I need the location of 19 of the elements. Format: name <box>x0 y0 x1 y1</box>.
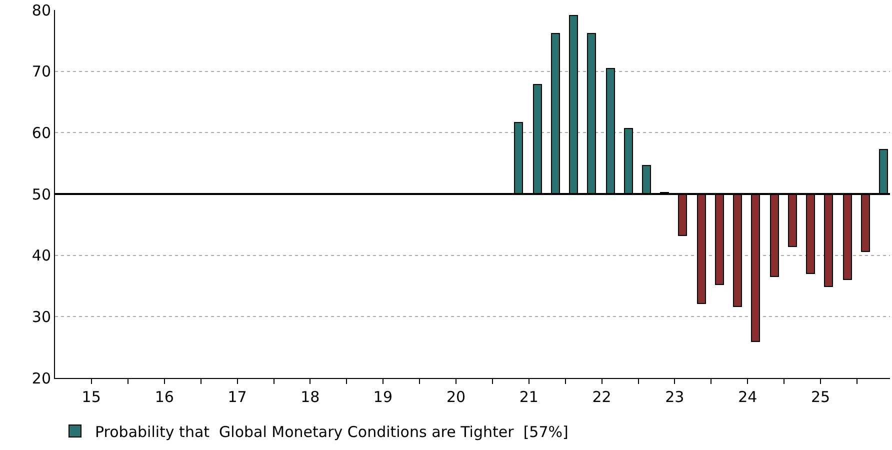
x-tick-label: 24 <box>738 388 758 406</box>
y-tick-label: 20 <box>32 369 51 388</box>
x-tick-label: 16 <box>154 388 174 406</box>
x-tick-label: 20 <box>446 388 466 406</box>
y-tick-label: 50 <box>32 185 51 204</box>
y-tick-label: 60 <box>32 124 51 142</box>
y-tick-label: 30 <box>32 308 51 326</box>
y-tick-label: 70 <box>32 62 51 81</box>
x-tick-label: 15 <box>82 388 101 406</box>
y-tick-label: 40 <box>32 246 51 265</box>
x-tick-label: 25 <box>810 388 830 406</box>
x-tick-label: 22 <box>592 388 612 406</box>
x-tick-label: 21 <box>519 388 538 406</box>
y-tick-label: 80 <box>32 1 51 20</box>
legend-label: Probability that Global Monetary Conditions are Tighter [57%] <box>95 422 568 441</box>
x-tick-label: 17 <box>228 388 247 406</box>
x-tick-label: 18 <box>300 388 320 406</box>
x-tick-label: 19 <box>373 388 393 406</box>
x-tick-label: 23 <box>665 388 684 406</box>
